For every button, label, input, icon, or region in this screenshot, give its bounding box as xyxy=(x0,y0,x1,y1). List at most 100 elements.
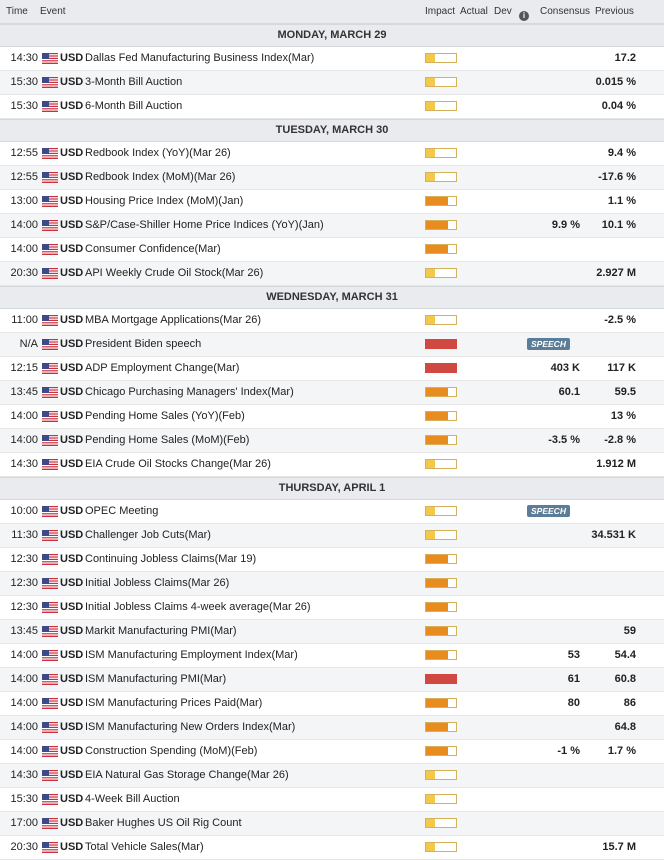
event-name[interactable]: ADP Employment Change(Mar) xyxy=(85,362,240,374)
event-row[interactable]: 13:45 USD Markit Manufacturing PMI(Mar) 59 xyxy=(0,620,664,644)
event-row[interactable]: 14:00 USD ISM Manufacturing Employment Ind… xyxy=(0,644,664,668)
event-name[interactable]: Redbook Index (MoM)(Mar 26) xyxy=(85,171,236,183)
us-flag-icon xyxy=(42,53,58,64)
header-consensus[interactable]: Consensus xyxy=(540,6,591,17)
currency-code: USD xyxy=(60,410,84,422)
currency-code: USD xyxy=(60,52,84,64)
header-time[interactable]: Time xyxy=(6,6,28,17)
event-name[interactable]: President Biden speech xyxy=(85,338,202,350)
currency-code: USD xyxy=(60,553,84,565)
event-time: 14:00 xyxy=(10,721,38,733)
header-actual[interactable]: Actual xyxy=(460,6,488,17)
speech-badge: SPEECH xyxy=(527,505,570,517)
header-dev[interactable]: Dev xyxy=(494,6,512,17)
event-row[interactable]: 20:30 USD API Weekly Crude Oil Stock(Mar 2… xyxy=(0,262,664,286)
event-row[interactable]: 12:30 USD Initial Jobless Claims 4-week av… xyxy=(0,596,664,620)
event-name[interactable]: Initial Jobless Claims 4-week average(Ma… xyxy=(85,601,311,613)
event-name[interactable]: Construction Spending (MoM)(Feb) xyxy=(85,745,258,757)
event-name[interactable]: OPEC Meeting xyxy=(85,505,159,517)
event-name[interactable]: 4-Week Bill Auction xyxy=(85,793,180,805)
event-row[interactable]: 11:00 USD MBA Mortgage Applications(Mar 26… xyxy=(0,309,664,333)
event-time: 14:00 xyxy=(10,243,38,255)
event-row[interactable]: 14:00 USD Pending Home Sales (YoY)(Feb) 13 … xyxy=(0,405,664,429)
event-name[interactable]: Initial Jobless Claims(Mar 26) xyxy=(85,577,230,589)
event-row[interactable]: 14:30 USD EIA Crude Oil Stocks Change(Mar … xyxy=(0,453,664,477)
previous-value: 9.4 % xyxy=(607,147,636,159)
event-row[interactable]: 11:30 USD Challenger Job Cuts(Mar) 34.531 K xyxy=(0,524,664,548)
day-header: TUESDAY, MARCH 30 xyxy=(0,119,664,142)
impact-low-indicator xyxy=(425,530,457,540)
event-row[interactable]: 20:30 USD Total Vehicle Sales(Mar) 15.7 M xyxy=(0,836,664,860)
impact-medium-indicator xyxy=(425,244,457,254)
event-row[interactable]: N/A USD President Biden speech SPEECH xyxy=(0,333,664,357)
currency-code: USD xyxy=(60,793,84,805)
event-name[interactable]: API Weekly Crude Oil Stock(Mar 26) xyxy=(85,267,264,279)
event-row[interactable]: 12:55 USD Redbook Index (MoM)(Mar 26) -17.6… xyxy=(0,166,664,190)
impact-medium-indicator xyxy=(425,698,457,708)
consensus-value: 80 xyxy=(567,697,580,709)
event-name[interactable]: Continuing Jobless Claims(Mar 19) xyxy=(85,553,257,565)
event-name[interactable]: Pending Home Sales (YoY)(Feb) xyxy=(85,410,245,422)
event-row[interactable]: 14:00 USD ISM Manufacturing New Orders Ind… xyxy=(0,716,664,740)
event-name[interactable]: 3-Month Bill Auction xyxy=(85,76,183,88)
event-name[interactable]: Total Vehicle Sales(Mar) xyxy=(85,841,204,853)
event-time: 13:45 xyxy=(10,625,38,637)
event-row[interactable]: 13:45 USD Chicago Purchasing Managers' Ind… xyxy=(0,381,664,405)
impact-medium-indicator xyxy=(425,746,457,756)
impact-medium-indicator xyxy=(425,650,457,660)
currency-code: USD xyxy=(60,267,84,279)
event-row[interactable]: 12:55 USD Redbook Index (YoY)(Mar 26) 9.4 % xyxy=(0,142,664,166)
header-previous[interactable]: Previous xyxy=(595,6,634,17)
event-row[interactable]: 12:30 USD Continuing Jobless Claims(Mar 19… xyxy=(0,548,664,572)
event-name[interactable]: ISM Manufacturing Prices Paid(Mar) xyxy=(85,697,263,709)
event-name[interactable]: MBA Mortgage Applications(Mar 26) xyxy=(85,314,262,326)
event-name[interactable]: Challenger Job Cuts(Mar) xyxy=(85,529,211,541)
event-row[interactable]: 14:30 USD Dallas Fed Manufacturing Busines… xyxy=(0,47,664,71)
event-name[interactable]: Redbook Index (YoY)(Mar 26) xyxy=(85,147,231,159)
event-time: 14:00 xyxy=(10,410,38,422)
event-name[interactable]: ISM Manufacturing Employment Index(Mar) xyxy=(85,649,298,661)
event-row[interactable]: 15:30 USD 3-Month Bill Auction 0.015 % xyxy=(0,71,664,95)
event-name[interactable]: Markit Manufacturing PMI(Mar) xyxy=(85,625,237,637)
event-name[interactable]: Housing Price Index (MoM)(Jan) xyxy=(85,195,244,207)
event-name[interactable]: ISM Manufacturing New Orders Index(Mar) xyxy=(85,721,296,733)
event-name[interactable]: Pending Home Sales (MoM)(Feb) xyxy=(85,434,250,446)
event-name[interactable]: ISM Manufacturing PMI(Mar) xyxy=(85,673,227,685)
event-name[interactable]: Baker Hughes US Oil Rig Count xyxy=(85,817,242,829)
event-name[interactable]: EIA Natural Gas Storage Change(Mar 26) xyxy=(85,769,289,781)
event-row[interactable]: 12:15 USD ADP Employment Change(Mar) 403 K 1… xyxy=(0,357,664,381)
event-row[interactable]: 14:00 USD Pending Home Sales (MoM)(Feb) -3.… xyxy=(0,429,664,453)
header-impact[interactable]: Impact xyxy=(425,6,456,17)
previous-value: 2.927 M xyxy=(596,267,636,279)
event-row[interactable]: 14:00 USD Consumer Confidence(Mar) xyxy=(0,238,664,262)
event-name[interactable]: EIA Crude Oil Stocks Change(Mar 26) xyxy=(85,458,271,470)
event-row[interactable]: 15:30 USD 4-Week Bill Auction xyxy=(0,788,664,812)
event-row[interactable]: 14:00 USD Construction Spending (MoM)(Feb)… xyxy=(0,740,664,764)
event-row[interactable]: 14:00 USD ISM Manufacturing PMI(Mar) 61 60.8 xyxy=(0,668,664,692)
previous-value: 117 K xyxy=(607,362,636,374)
event-row[interactable]: 13:00 USD Housing Price Index (MoM)(Jan) 1.… xyxy=(0,190,664,214)
impact-high-indicator xyxy=(425,363,457,373)
event-name[interactable]: S&P/Case-Shiller Home Price Indices (YoY… xyxy=(85,219,324,231)
consensus-value: -1 % xyxy=(557,745,580,757)
event-name[interactable]: Chicago Purchasing Managers' Index(Mar) xyxy=(85,386,294,398)
header-event[interactable]: Event xyxy=(40,6,66,17)
event-row[interactable]: 12:30 USD Initial Jobless Claims(Mar 26) xyxy=(0,572,664,596)
impact-low-indicator xyxy=(425,53,457,63)
event-row[interactable]: 15:30 USD 6-Month Bill Auction 0.04 % xyxy=(0,95,664,119)
impact-medium-indicator xyxy=(425,220,457,230)
event-row[interactable]: 14:00 USD ISM Manufacturing Prices Paid(Ma… xyxy=(0,692,664,716)
currency-code: USD xyxy=(60,434,84,446)
previous-value: -2.5 % xyxy=(604,314,636,326)
event-name[interactable]: Dallas Fed Manufacturing Business Index(… xyxy=(85,52,315,64)
impact-low-indicator xyxy=(425,459,457,469)
event-time: 15:30 xyxy=(10,76,38,88)
event-name[interactable]: 6-Month Bill Auction xyxy=(85,100,183,112)
us-flag-icon xyxy=(42,435,58,446)
event-time: 12:55 xyxy=(10,147,38,159)
event-row[interactable]: 17:00 USD Baker Hughes US Oil Rig Count xyxy=(0,812,664,836)
event-name[interactable]: Consumer Confidence(Mar) xyxy=(85,243,221,255)
event-row[interactable]: 10:00 USD OPEC Meeting SPEECH xyxy=(0,500,664,524)
event-row[interactable]: 14:30 USD EIA Natural Gas Storage Change(M… xyxy=(0,764,664,788)
event-row[interactable]: 14:00 USD S&P/Case-Shiller Home Price Indi… xyxy=(0,214,664,238)
